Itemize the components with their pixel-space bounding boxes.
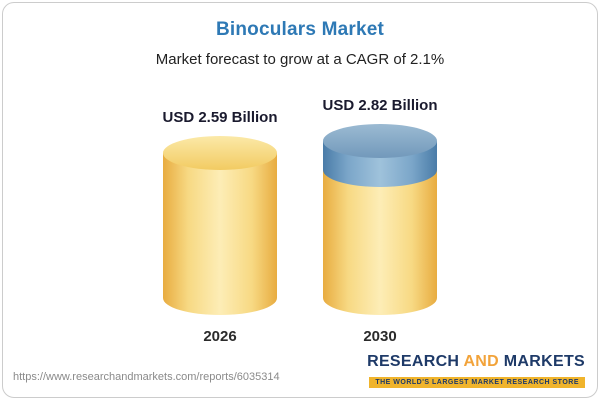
category-label-2026: 2026 (203, 328, 237, 345)
chart-title: Binoculars Market (215, 19, 385, 40)
logo-wordmark: RESEARCH AND MARKETS (367, 353, 585, 371)
cylinder-bar-2026 (163, 136, 277, 315)
bar-group-2030: USD 2.82 Billion 2030 (318, 97, 443, 345)
cylinder-bar-2030 (323, 124, 437, 315)
bar-group-2026: USD 2.59 Billion (158, 109, 283, 345)
bar-chart: USD 2.59 Billion (3, 95, 597, 345)
logo-word-and: AND (463, 353, 500, 370)
category-label-2030: 2030 (363, 328, 397, 345)
logo-tagline: THE WORLD'S LARGEST MARKET RESEARCH STOR… (369, 377, 585, 388)
research-and-markets-logo: RESEARCH AND MARKETS THE WORLD'S LARGEST… (367, 353, 585, 389)
source-url-link[interactable]: https://www.researchandmarkets.com/repor… (13, 371, 280, 383)
chart-subtitle: Market forecast to grow at a CAGR of 2.1… (155, 51, 445, 68)
value-label-2026: USD 2.59 Billion (162, 109, 278, 126)
logo-word-markets: MARKETS (503, 353, 585, 370)
chart-header: Binoculars Market Market forecast to gro… (3, 3, 597, 68)
value-label-2030: USD 2.82 Billion (322, 97, 438, 114)
logo-word-research: RESEARCH (367, 353, 460, 370)
report-card: Binoculars Market Market forecast to gro… (2, 2, 598, 398)
